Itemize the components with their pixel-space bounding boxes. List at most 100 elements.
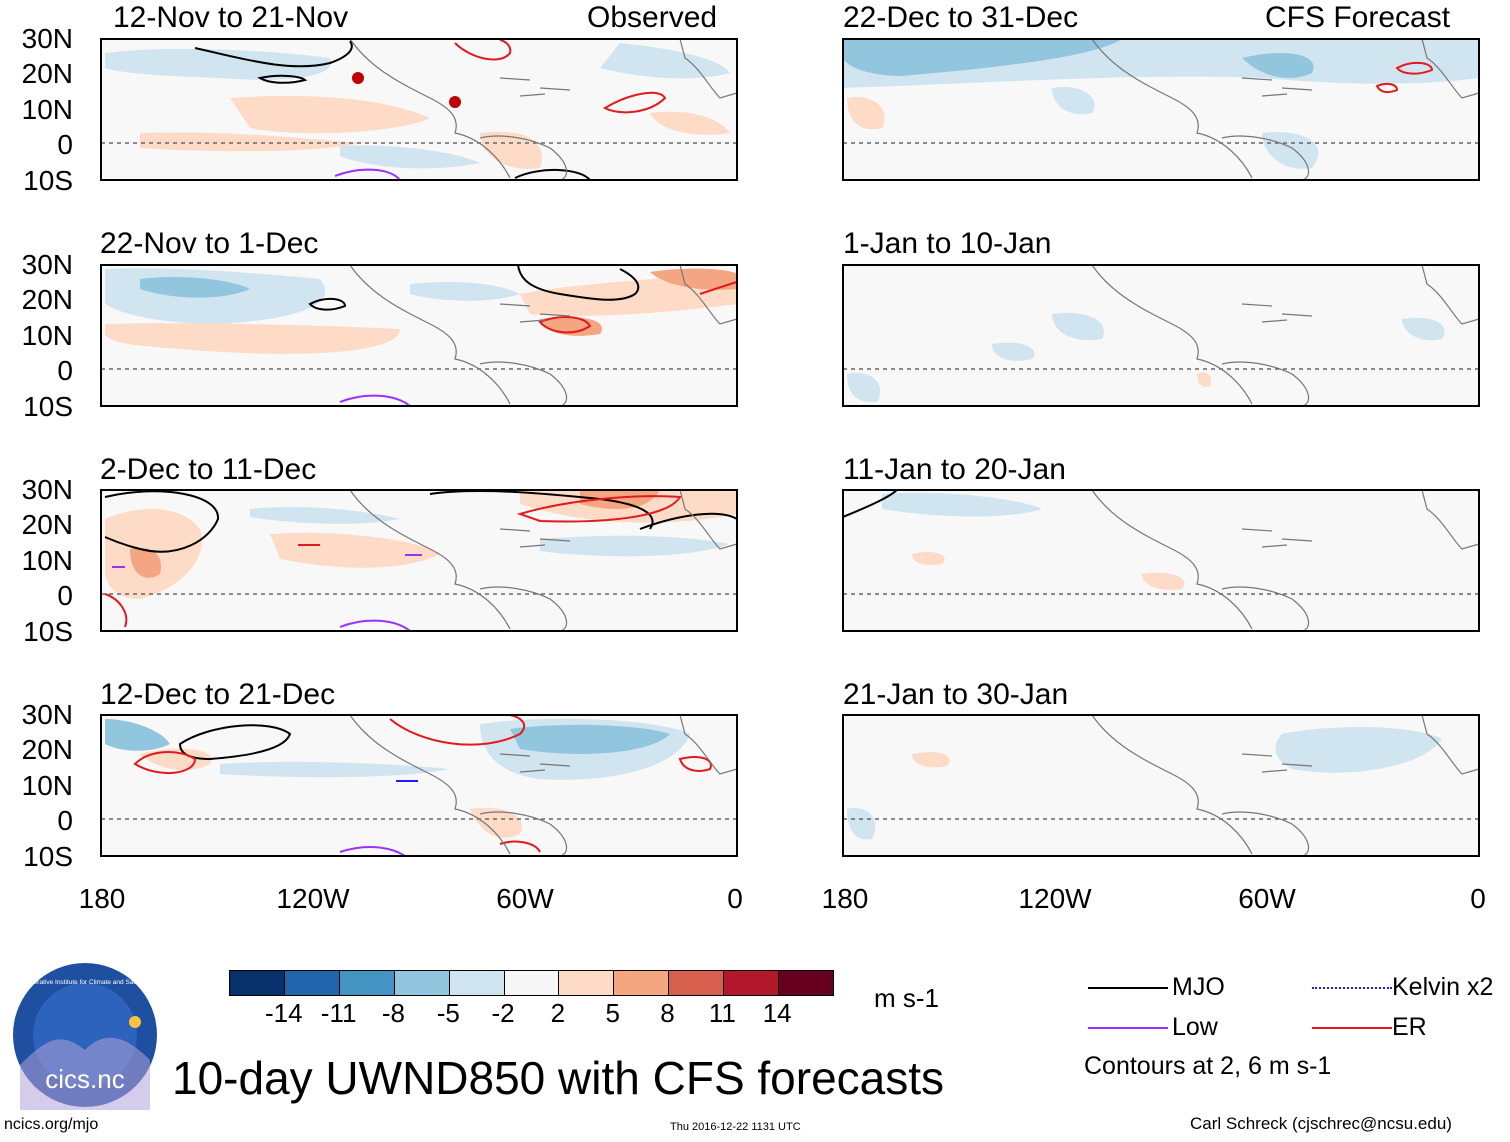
panel-title-2: 22-Nov to 1-Dec (100, 227, 319, 260)
lon-label-left-180: 180 (78, 883, 126, 914)
lat-label: 0 (57, 580, 73, 611)
map-frame (842, 489, 1480, 632)
panel-title-4: 12-Dec to 21-Dec (100, 678, 336, 711)
legend-low-line (1088, 1027, 1168, 1029)
map-frame (100, 38, 738, 181)
lat-label: 10S (23, 165, 73, 196)
lon-label-right-60w: 60W (1238, 883, 1296, 914)
lon-label-left-60w: 60W (496, 883, 554, 914)
panel-title-5: 22-Dec to 31-Dec (843, 1, 1079, 34)
map-background (843, 265, 1479, 406)
wind-anomaly-fill (847, 312, 1445, 403)
panel-map-5 (842, 38, 1480, 181)
colorbar-tick-label: -8 (381, 998, 406, 1028)
lat-label: 10N (21, 770, 73, 801)
lon-label-right-120w: 120W (1018, 883, 1092, 914)
legend-mjo-label: MJO (1172, 973, 1225, 1001)
panel-title-8: 21-Jan to 30-Jan (843, 678, 1069, 711)
colorbar-swatch (230, 971, 285, 995)
lat-label: 30N (21, 699, 73, 730)
coastlines (1091, 264, 1480, 407)
colorbar-swatch (669, 971, 725, 995)
colorbar-swatch (339, 971, 395, 995)
colorbar-swatch (394, 971, 450, 995)
lat-label: 10N (21, 320, 73, 351)
colorbar-tick-label: 2 (550, 998, 566, 1028)
panel-title-3: 2-Dec to 11-Dec (100, 453, 317, 486)
map-frame (100, 489, 738, 632)
lat-label: 0 (57, 805, 73, 836)
lat-label: 20N (21, 284, 73, 315)
cics-logo: cics.nc Cooperative Institute for Climat… (13, 963, 157, 1110)
colorbar-tick-label: -2 (491, 998, 515, 1028)
coastlines (349, 38, 738, 181)
coastlines (1091, 38, 1480, 181)
map-frame (842, 714, 1480, 857)
colorbar-swatch (504, 971, 560, 995)
colorbar-tick-label: 8 (660, 998, 675, 1028)
lon-label-left-120w: 120W (276, 883, 350, 914)
lat-label: 10N (21, 94, 73, 125)
legend-er-label: ER (1392, 1013, 1427, 1041)
lat-label: 10N (21, 545, 73, 576)
wind-anomaly-fill (882, 492, 1185, 590)
colorbar-tick-label: -5 (436, 998, 460, 1028)
lat-label: 0 (57, 355, 73, 386)
coastlines (349, 714, 738, 857)
coastlines (349, 264, 738, 407)
colorbar-tick-label: -14 (265, 998, 303, 1028)
map-frame (100, 714, 738, 857)
colorbar-tick-label: 11 (708, 998, 736, 1028)
legend-contours-note: Contours at 2, 6 m s-1 (1084, 1052, 1332, 1080)
colorbar-swatch (284, 971, 340, 995)
contours (842, 489, 898, 518)
colorbar (229, 970, 834, 996)
lat-label: 20N (21, 509, 73, 540)
map-frame (100, 264, 738, 407)
colorbar-tick-label: -11 (320, 998, 357, 1028)
map-frame (842, 264, 1480, 407)
contours (194, 39, 667, 181)
coastlines (1091, 489, 1480, 632)
colorbar-units: m s-1 (874, 983, 939, 1013)
colorbar-tick-label: 14 (762, 998, 792, 1028)
panel-map-1 (100, 38, 738, 181)
contours (104, 490, 738, 632)
lon-label-left-0: 0 (727, 883, 743, 914)
tropical-cyclone-markers (352, 72, 461, 108)
footer-timestamp: Thu 2016-12-22 1131 UTC (670, 1121, 801, 1133)
colorbar-swatch (614, 971, 670, 995)
colorbar-swatch (449, 971, 505, 995)
contours (308, 264, 738, 407)
lat-label: 20N (21, 734, 73, 765)
legend-kelvin-line (1312, 987, 1392, 989)
panel-map-2 (100, 264, 738, 407)
legend-mjo-line (1088, 987, 1168, 989)
lat-label: 30N (21, 474, 73, 505)
lat-label: 30N (21, 249, 73, 280)
legend-low-label: Low (1172, 1013, 1218, 1041)
lon-label-right-0: 0 (1470, 883, 1486, 914)
footer-author: Carl Schreck (cjschrec@ncsu.edu) (1190, 1114, 1452, 1133)
panel-title-1: 12-Nov to 21-Nov (113, 1, 349, 34)
lat-label: 0 (57, 129, 73, 160)
panel-map-7 (842, 489, 1480, 632)
legend-kelvin-label: Kelvin x2 (1392, 973, 1494, 1001)
wind-anomaly-fill (105, 490, 737, 599)
legend-er-line (1312, 1027, 1392, 1029)
panel-map-4 (100, 714, 738, 857)
contours (133, 714, 712, 857)
footer-url[interactable]: ncics.org/mjo (4, 1116, 99, 1133)
panel-tag-observed: Observed (587, 1, 718, 34)
logo-mountains (20, 1037, 150, 1110)
map-frame (842, 38, 1480, 181)
coastlines (349, 489, 738, 632)
colorbar-labels: -14 -11 -8 -5 -2 2 5 8 11 14 (229, 1000, 832, 1030)
colorbar-swatch (724, 971, 780, 995)
wind-anomaly-fill (843, 39, 1479, 169)
panel-title-7: 11-Jan to 20-Jan (843, 453, 1066, 486)
panel-map-6 (842, 264, 1480, 407)
lat-label: 10S (23, 841, 73, 872)
lat-label: 10S (23, 616, 73, 647)
logo-text: cics.nc (45, 1064, 124, 1094)
